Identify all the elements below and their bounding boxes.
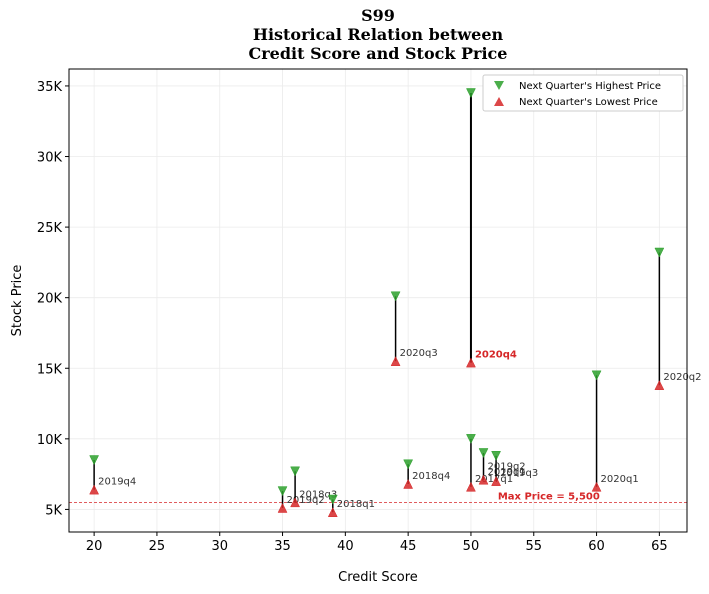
- point-label: 2019q3: [500, 468, 538, 479]
- y-tick-label: 15K: [37, 362, 63, 377]
- point-label: 2017q1: [475, 474, 513, 485]
- x-tick-label: 65: [651, 539, 668, 554]
- low-price-marker: [466, 481, 476, 492]
- point-label: 2020q3: [400, 348, 438, 359]
- point-label: 2019q4: [98, 477, 136, 488]
- high-price-marker: [290, 466, 301, 477]
- axis-ticks: 20 25 30 35 40 45 50 55 60 65 5K 10K 15K 20K 25K 30K 35K: [37, 80, 668, 554]
- high-price-marker: [591, 370, 602, 381]
- legend-entry-label: Next Quarter's Highest Price: [519, 81, 661, 92]
- data-marks: 2019q42019q22018q32018q12020q32018q42020…: [89, 88, 702, 517]
- low-price-marker: [591, 481, 602, 492]
- high-price-marker: [277, 486, 288, 497]
- x-tick-label: 25: [149, 539, 166, 554]
- legend[interactable]: Next Quarter's Highest Price Next Quarter…: [482, 74, 684, 112]
- plot-frame: [68, 68, 688, 533]
- high-price-marker: [654, 247, 665, 258]
- point-label: 2018q4: [412, 471, 450, 482]
- high-price-marker: [466, 88, 476, 99]
- title-line: S99: [361, 6, 395, 25]
- point-label: 2018q3: [299, 489, 337, 500]
- y-tick-label: 20K: [37, 292, 63, 307]
- low-price-marker: [89, 484, 100, 495]
- y-tick-label: 35K: [37, 80, 63, 95]
- legend-low-marker: [494, 97, 504, 106]
- x-tick-label: 60: [588, 539, 605, 554]
- legend-high-marker: [494, 81, 504, 90]
- high-price-marker: [478, 448, 489, 459]
- x-tick-label: 40: [337, 539, 354, 554]
- legend-entry-label: Next Quarter's Lowest Price: [519, 97, 658, 108]
- y-tick-label: 5K: [45, 503, 62, 518]
- y-tick-label: 30K: [37, 151, 63, 166]
- low-price-marker: [390, 356, 401, 366]
- low-price-marker: [491, 476, 501, 486]
- reference-line-label: Max Price = 5,500: [498, 491, 600, 502]
- high-price-marker: [491, 451, 501, 461]
- x-tick-label: 30: [211, 539, 228, 554]
- high-price-marker: [403, 459, 414, 470]
- x-tick-label: 20: [86, 539, 103, 554]
- low-price-marker: [466, 357, 476, 368]
- high-price-marker: [390, 291, 401, 302]
- point-label: 2019q1: [488, 467, 526, 478]
- low-price-marker: [654, 380, 665, 390]
- point-label: 2018q1: [337, 499, 375, 510]
- y-axis-label: Stock Price: [10, 265, 25, 337]
- point-label: 2020q1: [601, 474, 639, 485]
- x-tick-label: 35: [274, 539, 291, 554]
- low-price-marker: [327, 507, 338, 517]
- grid: [69, 69, 687, 532]
- reference-line-group: Max Price = 5,500: [69, 491, 687, 503]
- x-tick-label: 45: [400, 539, 417, 554]
- title-line: Historical Relation between: [253, 25, 504, 44]
- low-price-marker: [290, 497, 301, 508]
- y-tick-label: 10K: [37, 433, 63, 448]
- title-line: Credit Score and Stock Price: [249, 44, 508, 63]
- x-tick-label: 55: [525, 539, 542, 554]
- low-price-marker: [478, 474, 489, 485]
- point-label: 2020q4: [475, 350, 517, 361]
- point-label: 2019q2: [488, 461, 526, 472]
- high-price-marker: [327, 494, 338, 505]
- legend-box: [482, 74, 684, 112]
- low-price-marker: [277, 502, 288, 513]
- high-price-marker: [466, 434, 476, 444]
- high-price-marker: [89, 455, 100, 466]
- y-tick-label: 25K: [37, 221, 63, 236]
- x-tick-label: 50: [463, 539, 480, 554]
- point-label: 2019q2: [287, 495, 325, 506]
- point-label: 2020q2: [663, 372, 701, 383]
- low-price-marker: [403, 478, 414, 489]
- x-axis-label: Credit Score: [338, 570, 418, 585]
